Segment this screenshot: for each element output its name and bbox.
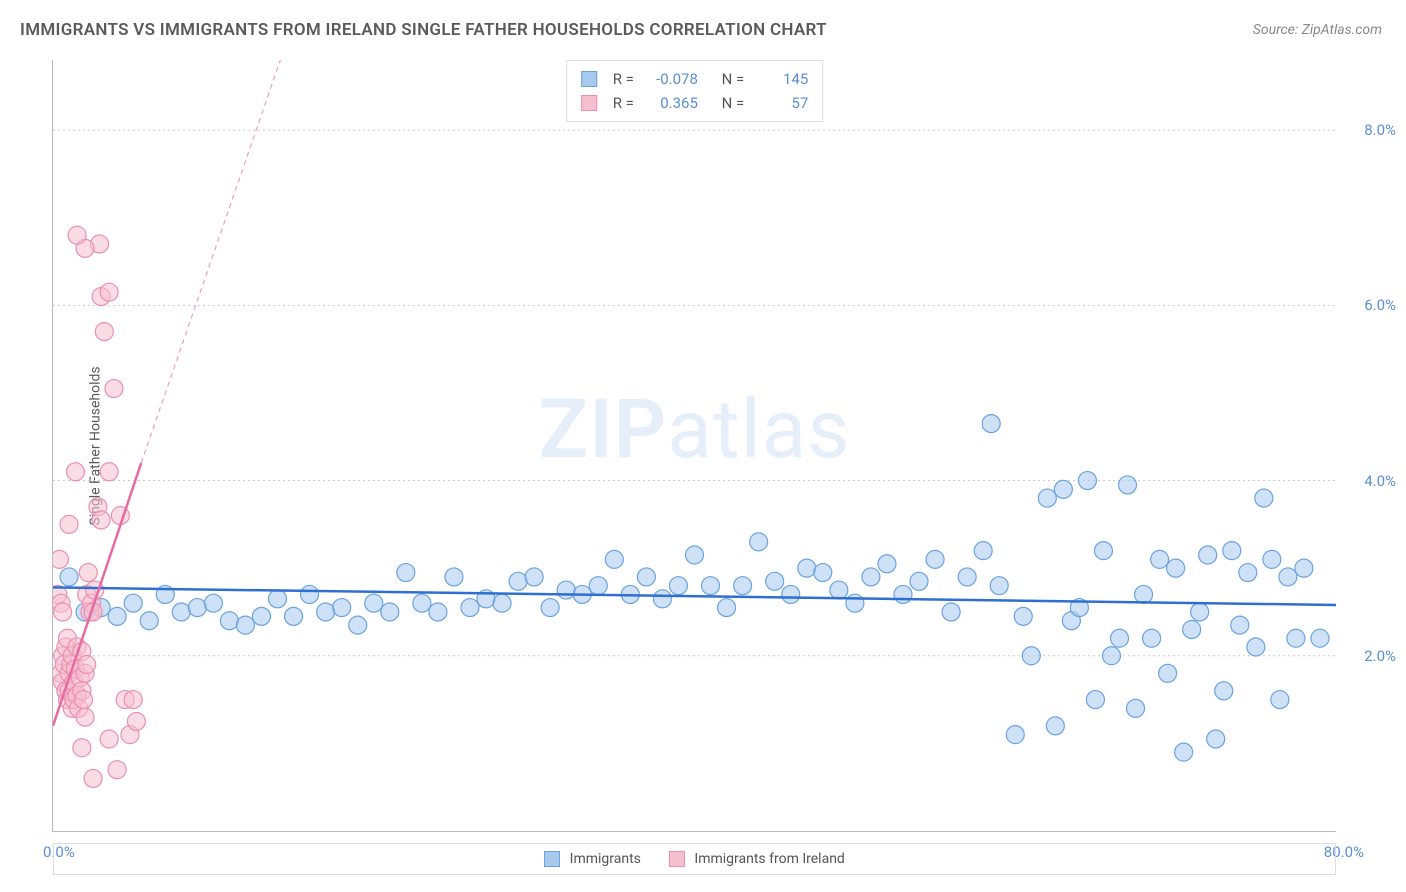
y-tick-label: 8.0%: [1364, 121, 1396, 139]
stats-series2-n: 57: [754, 91, 808, 115]
stats-row-series2: R = 0.365 N = 57: [581, 91, 809, 115]
stats-swatch-series2: [581, 95, 597, 111]
legend-swatch-series2: [669, 851, 685, 867]
legend-item-series1: Immigrants: [544, 851, 641, 867]
stats-series1-n: 145: [754, 67, 808, 91]
chart-title: IMMIGRANTS VS IMMIGRANTS FROM IRELAND SI…: [20, 20, 827, 40]
legend-label-series2: Immigrants from Ireland: [694, 851, 844, 867]
stats-r-label: R =: [613, 67, 634, 91]
chart-plot-area: ZIPatlas R = -0.078 N = 145 R = 0.365 N …: [52, 60, 1336, 832]
legend-item-series2: Immigrants from Ireland: [669, 851, 845, 867]
stats-series2-r: 0.365: [644, 91, 698, 115]
source-value: ZipAtlas.com: [1302, 22, 1382, 38]
scatter-svg: [53, 60, 1336, 831]
y-tick-label: 4.0%: [1364, 472, 1396, 490]
legend-swatch-series1: [544, 851, 560, 867]
stats-n-label: N =: [722, 67, 745, 91]
source-label: Source:: [1253, 22, 1298, 38]
stats-series1-r: -0.078: [644, 67, 698, 91]
y-tick-label: 2.0%: [1364, 647, 1396, 665]
stats-row-series1: R = -0.078 N = 145: [581, 67, 809, 91]
y-tick-label: 6.0%: [1364, 296, 1396, 314]
stats-r-label-2: R =: [613, 91, 634, 115]
legend-label-series1: Immigrants: [570, 851, 641, 867]
stats-n-label-2: N =: [722, 91, 745, 115]
stats-swatch-series1: [581, 71, 597, 87]
correlation-stats-box: R = -0.078 N = 145 R = 0.365 N = 57: [566, 60, 824, 122]
chart-container: IMMIGRANTS VS IMMIGRANTS FROM IRELAND SI…: [0, 0, 1406, 892]
source-attribution: Source: ZipAtlas.com: [1253, 22, 1382, 38]
legend-box: Immigrants Immigrants from Ireland: [53, 843, 1336, 875]
